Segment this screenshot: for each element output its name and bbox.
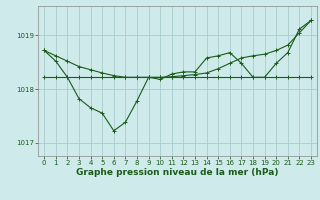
X-axis label: Graphe pression niveau de la mer (hPa): Graphe pression niveau de la mer (hPa): [76, 168, 279, 177]
